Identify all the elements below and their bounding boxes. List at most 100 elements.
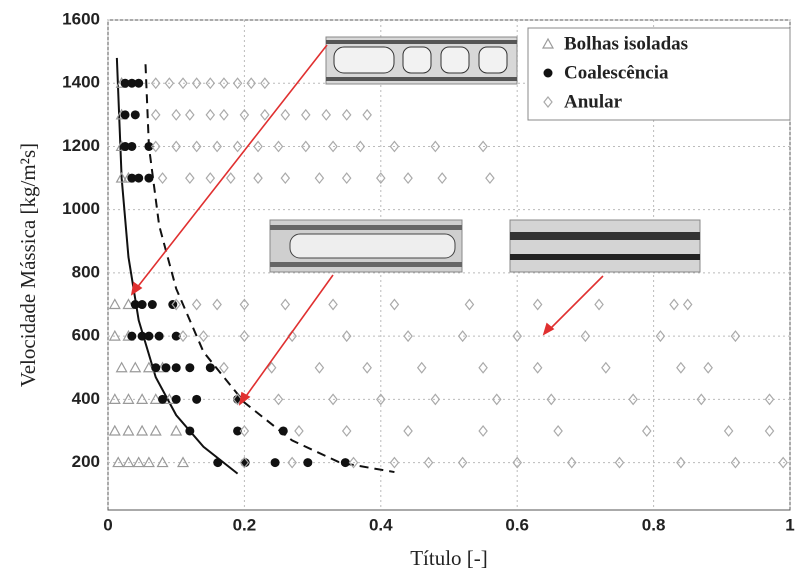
point [225,172,236,185]
point [491,393,502,406]
point [177,456,190,468]
point [108,329,121,341]
point [764,425,775,437]
point [213,458,223,468]
point [108,424,121,436]
point [703,361,713,374]
point [676,456,686,469]
point [430,393,441,406]
point [778,456,788,469]
point [376,393,386,406]
point [170,424,183,436]
point [355,140,366,153]
point [642,425,652,437]
point [115,171,128,183]
y-tick-label: 1400 [62,73,100,92]
point [144,173,154,183]
point [280,108,291,121]
point [158,394,168,404]
point [191,77,202,90]
points [108,76,788,469]
point [239,330,250,343]
point [580,330,591,343]
point [171,298,181,311]
x-tick-label: 0.4 [369,515,393,534]
point [178,330,188,343]
y-tick-label: 800 [72,262,100,281]
point [457,330,468,343]
point [122,456,135,468]
point [120,141,130,151]
y-tick-label: 1000 [62,199,100,218]
point [127,173,137,183]
point [696,393,707,406]
point [156,456,169,468]
y-tick-label: 1200 [62,136,100,155]
point [594,298,604,311]
point [219,77,229,90]
point [682,298,693,311]
point [130,110,140,120]
point [278,426,288,436]
point [655,330,666,343]
point [149,424,162,436]
transition-line [115,57,239,475]
point [328,393,338,406]
point [239,425,250,437]
point [144,141,154,151]
point [120,110,130,120]
point [191,140,202,153]
point [161,363,171,373]
point [532,298,543,311]
legend-label: Bolhas isoladas [564,33,688,54]
point [376,172,386,185]
point [198,330,209,343]
point [403,425,413,437]
point [328,298,338,311]
point [601,361,611,374]
point [314,361,325,374]
point [464,298,475,311]
point [478,425,488,437]
point [341,172,352,185]
inset-photo [269,219,463,273]
x-tick-label: 0 [103,515,112,534]
point [457,456,468,469]
point [628,393,638,406]
point [270,458,280,468]
point [437,172,447,185]
point [171,140,181,153]
point [232,393,243,406]
point [260,108,270,121]
point [232,77,243,90]
point [512,330,522,343]
point [232,140,243,153]
point [478,140,488,153]
point [171,108,181,121]
point [532,361,543,374]
point [144,331,154,341]
point [136,424,149,436]
point [730,330,741,343]
point [115,361,128,373]
point [127,141,137,151]
point [730,456,741,469]
point [164,77,175,90]
inset-photo [325,36,518,85]
point [253,140,263,153]
point [154,331,164,341]
legend: Bolhas isoladas Coalescência Anular [527,27,791,121]
point [340,458,350,468]
x-tick-label: 0.2 [233,515,257,534]
point [321,108,332,121]
x-tick-label: 0.8 [642,515,666,534]
y-tick-label: 200 [72,452,100,471]
point [130,300,140,310]
point [132,456,145,468]
point [127,331,137,341]
point [205,172,216,185]
point [108,393,121,404]
point [122,393,135,404]
legend-marker [543,96,553,108]
